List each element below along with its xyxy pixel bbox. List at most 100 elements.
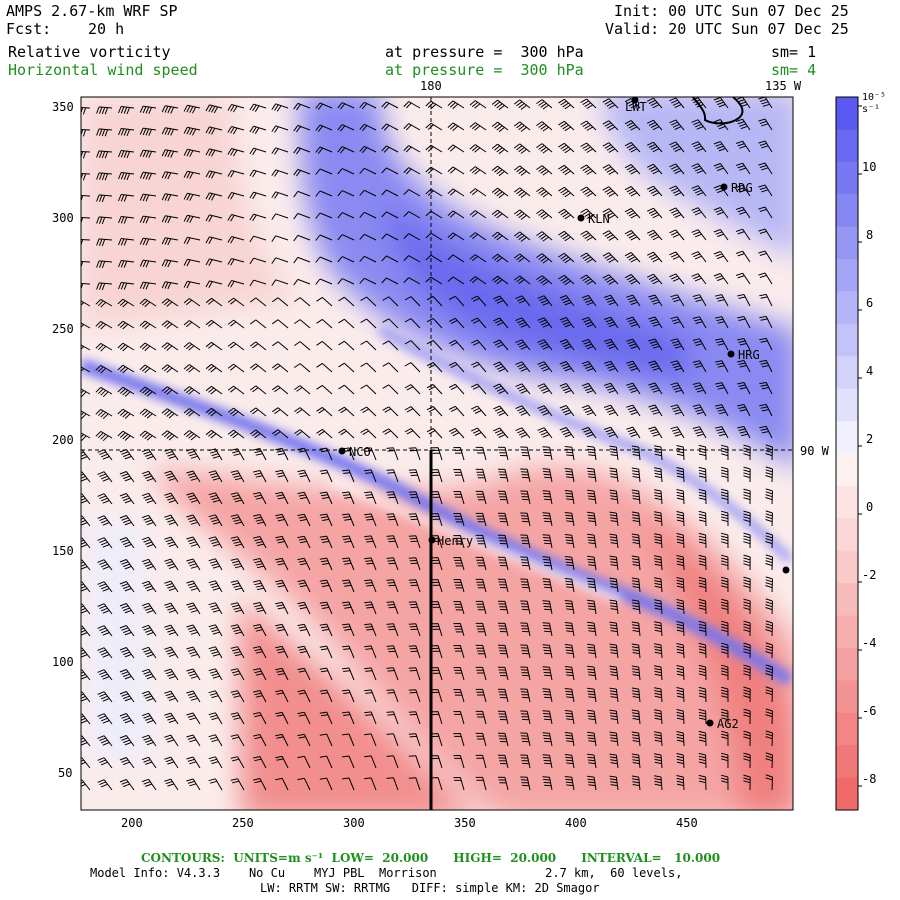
wind-barb (119, 559, 135, 571)
wind-barb (447, 232, 465, 241)
wind-barb (230, 668, 245, 681)
wind-barb (119, 515, 135, 527)
y-tick-50: 50 (58, 766, 73, 780)
wind-barb (342, 623, 355, 637)
wind-barb (631, 555, 641, 571)
wind-barb (759, 337, 773, 351)
forecast-hours: 20 h (88, 20, 125, 38)
wind-barb (141, 778, 157, 791)
wind-barb (581, 294, 597, 307)
wind-barb (520, 666, 531, 681)
wind-barb (743, 466, 751, 483)
wind-barb (475, 578, 487, 593)
wind-barb (404, 296, 421, 307)
wind-barb (408, 513, 421, 527)
wind-barb (252, 624, 267, 637)
wind-barb (81, 713, 91, 725)
wind-barb (230, 492, 245, 505)
wind-barb (96, 106, 113, 115)
wind-barb (626, 382, 641, 395)
wind-barb (646, 119, 663, 131)
wind-barb (164, 690, 179, 703)
wind-barb (758, 250, 773, 263)
wind-barb (294, 385, 311, 395)
wind-barb (758, 228, 773, 241)
wind-barb (537, 295, 553, 307)
wind-barb (536, 253, 553, 264)
wind-barb (743, 598, 751, 615)
wind-barb (161, 320, 179, 329)
wind-barb (542, 600, 553, 615)
wind-barb (252, 778, 267, 791)
wind-barb (81, 757, 91, 769)
wind-barb (316, 428, 333, 439)
wind-barb (403, 189, 421, 197)
wind-barb (141, 712, 157, 725)
wind-barb (654, 775, 663, 791)
wind-barb (271, 125, 289, 133)
wind-barb (119, 647, 135, 659)
y-tick-200: 200 (52, 433, 74, 447)
wind-barb (230, 756, 245, 769)
wind-barb (364, 491, 377, 505)
wind-barb (364, 755, 377, 769)
wind-barb (714, 294, 729, 307)
wind-barb (315, 124, 333, 132)
wind-barb (319, 711, 333, 725)
wind-barb (96, 194, 113, 203)
wind-barb (161, 259, 179, 268)
wind-barb (117, 408, 135, 419)
wind-barb (669, 207, 685, 219)
wind-barb (447, 276, 465, 285)
wind-barb (161, 149, 179, 158)
forecast-label: Fcst: (6, 20, 52, 38)
wind-barb (470, 405, 487, 417)
wind-barb (587, 489, 597, 505)
wind-barb (542, 666, 553, 681)
wind-barb (275, 557, 289, 571)
wind-barb (141, 690, 157, 703)
wind-barb (497, 622, 509, 637)
wind-barb (316, 296, 333, 307)
wind-barb (691, 163, 707, 175)
wind-barb (648, 426, 663, 439)
wind-barb (227, 214, 245, 222)
colorbar-segment (836, 259, 858, 292)
wind-barb (97, 669, 113, 681)
wind-barb (319, 579, 333, 593)
wind-barb (81, 432, 91, 442)
wind-barb (205, 258, 223, 266)
wind-barb (403, 123, 421, 131)
wind-barb (81, 559, 91, 571)
wind-barb (359, 255, 377, 263)
wind-barb (141, 756, 157, 769)
wind-barb (408, 557, 421, 571)
field2-smoothing: sm= 4 (771, 61, 817, 79)
wind-barb (676, 709, 685, 725)
colorbar-segment (836, 777, 858, 811)
wind-barb (676, 775, 685, 791)
wind-barb (404, 428, 421, 439)
wind-barb (602, 186, 619, 197)
wind-barb (624, 274, 641, 285)
y-tick-100: 100 (52, 655, 74, 669)
wind-barb (319, 513, 333, 527)
wind-barb (646, 273, 663, 285)
wind-barb (646, 97, 663, 109)
wind-barb (542, 622, 553, 637)
wind-barb (564, 732, 575, 747)
wind-barb (698, 642, 707, 659)
wind-barb (453, 469, 465, 483)
wind-barb (537, 361, 553, 373)
colorbar-segment (836, 647, 858, 681)
wind-barb (470, 339, 487, 351)
wind-barb (580, 164, 597, 175)
wind-barb (364, 733, 377, 747)
wind-barb (186, 492, 201, 505)
wind-barb (275, 667, 289, 681)
wind-barb (252, 558, 267, 571)
wind-barb (161, 342, 179, 351)
wind-barb (208, 690, 223, 703)
wind-barb (386, 623, 399, 637)
wind-barb (602, 252, 619, 263)
